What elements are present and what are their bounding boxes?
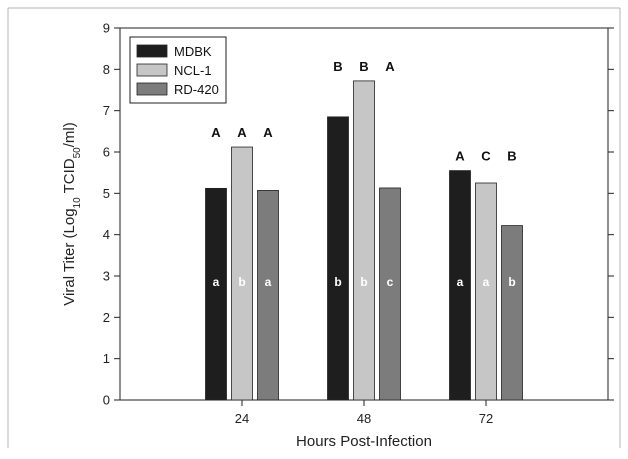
y-tick-label: 2 xyxy=(103,310,110,325)
y-axis-label-mid: TCID xyxy=(61,158,78,197)
significance-letter-upper: A xyxy=(455,149,465,164)
legend-label-mdbk: MDBK xyxy=(174,44,212,59)
bar-rd-420-48 xyxy=(379,187,401,401)
significance-letter-lower: a xyxy=(457,275,464,289)
x-axis-label: Hours Post-Infection xyxy=(296,433,432,450)
legend: MDBK NCL-1 RD-420 xyxy=(129,36,227,104)
y-tick-label: 9 xyxy=(103,21,110,36)
significance-letter-upper: A xyxy=(211,125,221,140)
y-axis-label-sub1: 10 xyxy=(72,197,83,209)
y-tick-label: 3 xyxy=(103,269,110,284)
bars-layer xyxy=(205,80,523,401)
legend-label-rd-420: RD-420 xyxy=(174,82,219,97)
significance-letter-lower: c xyxy=(387,275,394,289)
bar-rd-420-24 xyxy=(257,190,279,401)
significance-letter-upper: A xyxy=(263,125,273,140)
significance-letter-upper: B xyxy=(333,59,342,74)
y-tick-label: 7 xyxy=(103,103,110,118)
bar-ncl-1-72 xyxy=(475,182,497,401)
significance-letter-lower: a xyxy=(213,275,220,289)
significance-letter-upper: A xyxy=(237,125,247,140)
legend-swatch-ncl-1 xyxy=(136,63,168,77)
significance-letter-lower: a xyxy=(265,275,272,289)
bar-mdbk-24 xyxy=(205,187,227,401)
significance-letter-upper: C xyxy=(481,149,491,164)
significance-letters: Aa Ab Aa Bb Bb Ac Aa Ca Bb xyxy=(211,59,516,289)
x-tick-label: 72 xyxy=(479,411,493,426)
bar-ncl-1-24 xyxy=(231,146,253,401)
bar-ncl-1-48 xyxy=(353,80,375,401)
significance-letter-lower: a xyxy=(483,275,490,289)
y-axis-label: Viral Titer (Log10 TCID50/ml) xyxy=(61,122,83,305)
x-tick-label: 24 xyxy=(235,411,249,426)
y-axis-label-pre: Viral Titer (Log xyxy=(61,208,78,305)
y-tick-label: 0 xyxy=(103,393,110,408)
y-axis-label-sub2: 50 xyxy=(72,147,83,159)
y-tick-label: 5 xyxy=(103,186,110,201)
y-tick-label: 4 xyxy=(103,227,110,242)
significance-letter-lower: b xyxy=(238,275,245,289)
significance-letter-lower: b xyxy=(360,275,367,289)
bar-rd-420-72 xyxy=(501,225,523,401)
significance-letter-lower: b xyxy=(334,275,341,289)
bar-mdbk-48 xyxy=(327,116,349,401)
y-axis-label-post: /ml) xyxy=(61,122,78,147)
y-tick-label: 8 xyxy=(103,62,110,77)
y-axis-ticks: 0 1 2 3 4 5 6 7 8 9 xyxy=(103,21,614,408)
x-axis-ticks: 24 48 72 xyxy=(235,400,493,426)
significance-letter-upper: A xyxy=(385,59,395,74)
legend-swatch-rd-420 xyxy=(136,82,168,96)
x-tick-label: 48 xyxy=(357,411,371,426)
significance-letter-lower: b xyxy=(508,275,515,289)
y-tick-label: 1 xyxy=(103,351,110,366)
significance-letter-upper: B xyxy=(359,59,368,74)
legend-swatch-mdbk xyxy=(136,44,168,58)
y-tick-label: 6 xyxy=(103,145,110,160)
legend-label-ncl-1: NCL-1 xyxy=(174,63,212,78)
significance-letter-upper: B xyxy=(507,149,516,164)
bar-mdbk-72 xyxy=(449,170,471,401)
